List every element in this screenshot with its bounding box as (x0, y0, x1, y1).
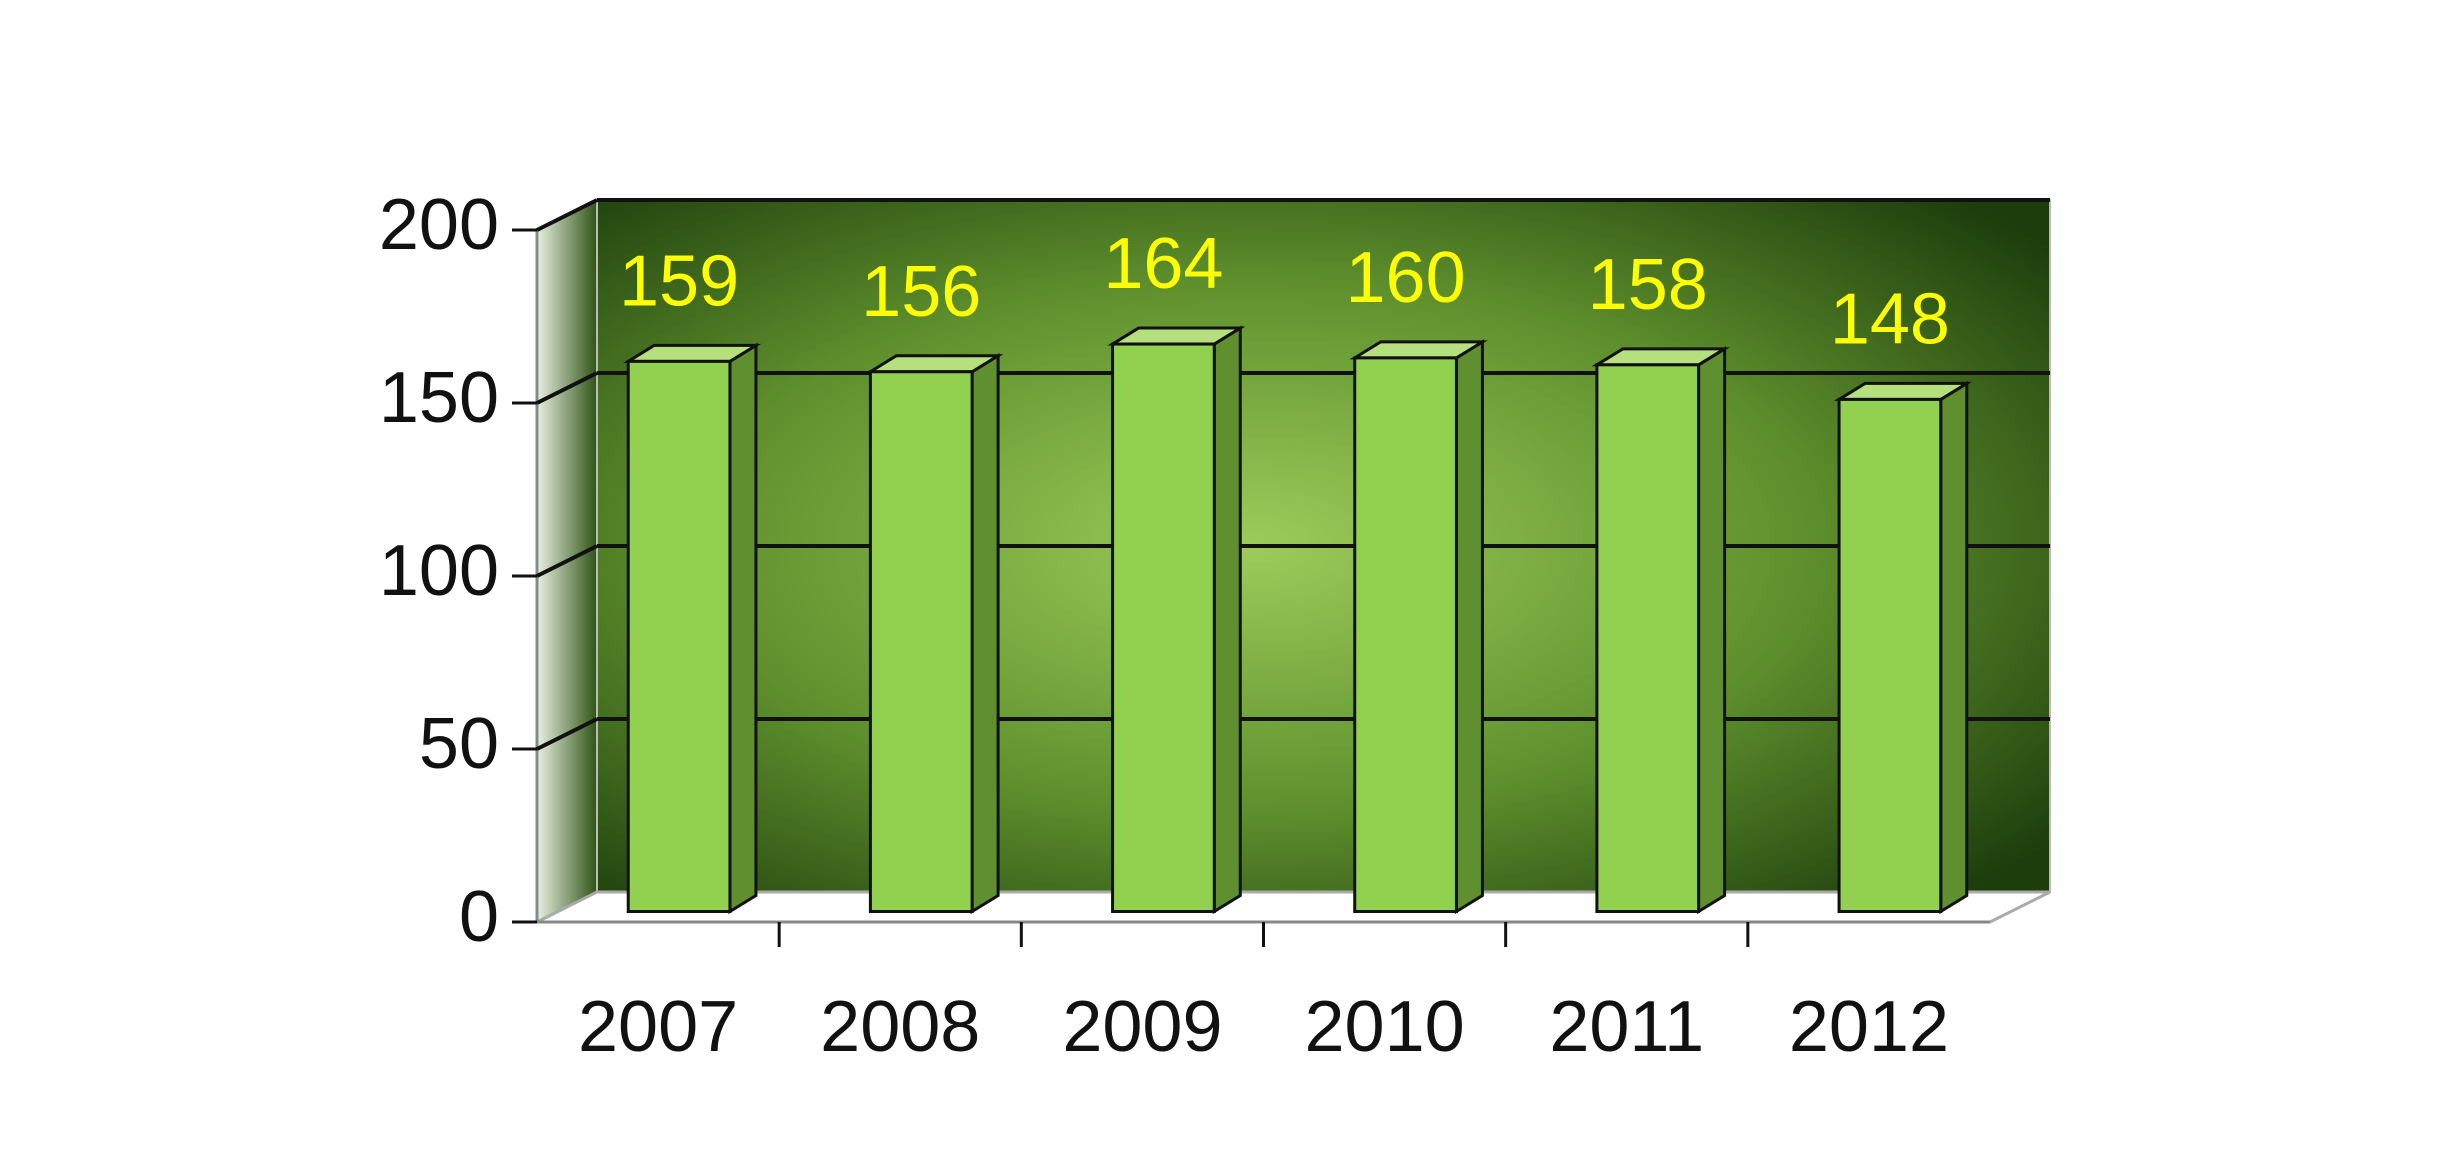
x-tick-label: 2011 (1549, 987, 1704, 1067)
grid-line (536, 198, 598, 232)
x-tick-label: 2009 (1062, 987, 1222, 1067)
bar-side (1697, 346, 1727, 915)
y-tick-label: 50 (419, 704, 499, 784)
y-tick-label: 200 (379, 185, 499, 265)
value-label: 160 (1346, 238, 1466, 318)
bar-side (728, 342, 758, 915)
grid-line (536, 717, 598, 751)
bar (1111, 342, 1216, 913)
y-tick-label: 0 (459, 877, 499, 957)
value-label: 156 (861, 252, 981, 332)
bar (1353, 356, 1458, 913)
bar (1595, 363, 1701, 913)
y-tick-label: 150 (379, 358, 499, 438)
grid-line (536, 544, 598, 578)
bar-side (970, 353, 1000, 915)
y-tick-label: 100 (379, 531, 499, 611)
x-tick-label: 2007 (578, 987, 738, 1067)
bar (626, 359, 732, 913)
bar (1837, 397, 1943, 914)
floor (536, 890, 2051, 924)
value-label: 159 (619, 241, 739, 321)
x-tick-label: 2010 (1304, 987, 1464, 1067)
bar (868, 370, 974, 913)
bar-side (1454, 339, 1484, 915)
bar-side (1939, 380, 1969, 915)
bar-side (1212, 325, 1242, 915)
x-tick-label: 2012 (1789, 987, 1949, 1067)
value-label: 158 (1588, 245, 1708, 325)
value-label: 148 (1830, 279, 1950, 359)
grid-line (536, 371, 598, 405)
x-tick-label: 2008 (820, 987, 980, 1067)
value-label: 164 (1103, 224, 1223, 304)
